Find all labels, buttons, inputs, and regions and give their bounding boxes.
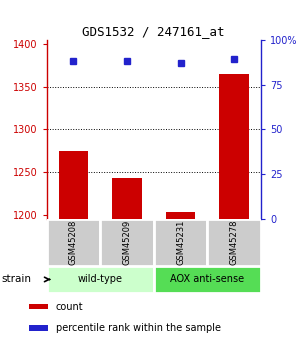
Title: GDS1532 / 247161_at: GDS1532 / 247161_at [82, 26, 225, 39]
Text: GSM45208: GSM45208 [69, 220, 78, 265]
Text: GSM45278: GSM45278 [230, 220, 239, 265]
Text: GSM45209: GSM45209 [122, 220, 131, 265]
Bar [154, 219, 207, 266]
Bar [154, 266, 261, 293]
Text: GSM45231: GSM45231 [176, 220, 185, 265]
Text: percentile rank within the sample: percentile rank within the sample [56, 323, 221, 333]
Bar [219, 74, 249, 219]
Bar [112, 178, 142, 219]
Bar [46, 219, 100, 266]
Bar [29, 304, 48, 309]
Bar [46, 266, 154, 293]
Bar [207, 219, 261, 266]
Bar [58, 151, 88, 219]
Text: strain: strain [2, 275, 31, 284]
Text: wild-type: wild-type [78, 275, 123, 284]
Bar [29, 325, 48, 331]
Bar [100, 219, 154, 266]
Text: AOX anti-sense: AOX anti-sense [170, 275, 244, 284]
Text: count: count [56, 302, 83, 312]
Bar [166, 212, 195, 219]
